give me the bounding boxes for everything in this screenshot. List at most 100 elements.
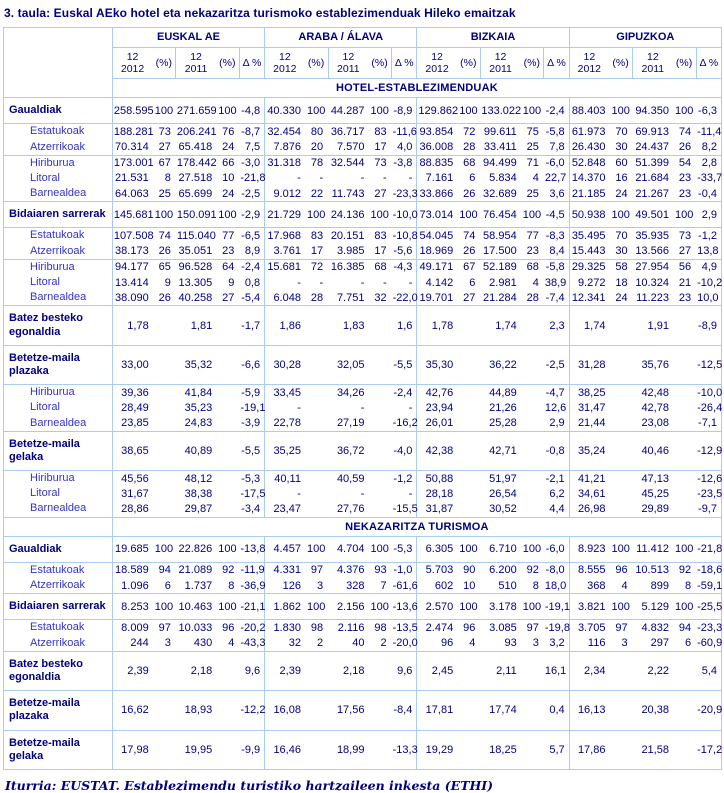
cell: 16,08 xyxy=(264,690,306,730)
cell: 188.281 xyxy=(112,123,154,140)
cell xyxy=(153,344,176,385)
cell: 2,9 xyxy=(543,415,570,432)
cell: 4.457 xyxy=(273,543,301,556)
cell: 100 xyxy=(611,104,630,117)
cell: -12,6 xyxy=(696,470,722,487)
cell: -6,5 xyxy=(239,227,266,244)
cell: 100 xyxy=(369,201,392,228)
cell: 97 xyxy=(610,619,633,636)
cell: 16,46 xyxy=(264,729,306,770)
cell: 28 xyxy=(463,141,476,154)
cell: -20,2 xyxy=(239,619,265,636)
table-row: Batez besteko egonaldia 1,78 1,81 -1,7 1,86 1… xyxy=(3,305,723,346)
cell: 47,13 xyxy=(632,470,674,487)
cell: - xyxy=(297,487,301,500)
cell: -10,0 xyxy=(696,384,722,401)
cell: 98 xyxy=(369,619,392,636)
cell: -5,3 xyxy=(239,470,266,487)
cell: 16,1 xyxy=(543,650,570,691)
cell: 6.200 xyxy=(480,561,522,578)
cell: 8,4 xyxy=(543,243,570,260)
row-label: Hiriburua xyxy=(3,154,113,171)
row-label: Barnealdea xyxy=(3,501,113,518)
cell: 24 xyxy=(222,187,235,200)
cell: 116 xyxy=(587,637,606,650)
cell: -13,3 xyxy=(391,729,418,770)
cell: 13.305 xyxy=(178,276,213,289)
cell: -5,4 xyxy=(239,290,266,306)
cell: -0,4 xyxy=(696,186,723,202)
cell: 24 xyxy=(615,187,628,200)
cell xyxy=(217,470,240,487)
cell: 17 xyxy=(374,141,387,154)
cell: 4.331 xyxy=(264,561,306,578)
cell: 3.705 xyxy=(569,619,611,636)
cell: 58 xyxy=(610,258,633,275)
cell: -13,5 xyxy=(391,619,418,636)
cell: 27,19 xyxy=(336,417,365,430)
cell xyxy=(610,344,633,385)
cell: 4,9 xyxy=(696,258,723,275)
cell: 11.223 xyxy=(636,291,669,304)
percent-label: (%) xyxy=(155,57,172,70)
cell: 35,32 xyxy=(175,344,218,385)
cell xyxy=(673,344,697,385)
cell: 100 xyxy=(218,543,237,556)
row-label: Litoral xyxy=(3,400,113,416)
cell: 69.913 xyxy=(632,123,674,140)
cell: 6 xyxy=(685,637,692,650)
cell xyxy=(217,344,240,385)
cell xyxy=(521,430,544,471)
cell: -15,5 xyxy=(391,501,418,518)
statistics-table: EUSKAL AE ARABA / ÁLAVA BIZKAIA GIPUZKOA… xyxy=(3,27,722,770)
cell xyxy=(673,690,697,730)
cell: 42,78 xyxy=(641,401,669,414)
cell: 100 xyxy=(217,201,240,228)
period-label: 12 2012 xyxy=(273,51,297,76)
period-pct-pair: 12 2011 (%) xyxy=(176,48,239,78)
cell xyxy=(305,344,329,385)
cell: 21.729 xyxy=(264,201,306,228)
cell: 21.531 xyxy=(115,172,149,185)
cell: 96 xyxy=(458,619,481,636)
cell: -6,0 xyxy=(543,536,570,563)
cell xyxy=(153,430,176,471)
cell: 9,6 xyxy=(239,650,266,691)
cell: 97 xyxy=(153,619,176,636)
cell: 60 xyxy=(610,154,633,171)
cell: -5,6 xyxy=(391,243,418,260)
cell: 1,78 xyxy=(112,305,154,346)
cell xyxy=(521,470,544,487)
cell: 430 xyxy=(193,637,213,650)
row-label: Bidaiaren sarrerak xyxy=(3,201,113,228)
cell: 21.089 xyxy=(175,561,218,578)
column-subheader-row: 12 2012 (%) 12 2011 (%) Δ % 12 2012 (%) xyxy=(4,47,723,80)
cell: 3,6 xyxy=(543,186,570,202)
cell: -2,1 xyxy=(543,470,570,487)
cell: 26,54 xyxy=(489,487,517,500)
cell: 21,58 xyxy=(632,729,674,770)
cell: 10.513 xyxy=(632,561,674,578)
cell: 96.528 xyxy=(175,258,218,275)
cell: 42,48 xyxy=(632,384,674,401)
cell: 50.938 xyxy=(569,201,611,228)
cell: 54.045 xyxy=(416,227,459,244)
cell xyxy=(306,400,328,415)
cell: 30,28 xyxy=(264,344,306,385)
percent-label: (%) xyxy=(307,57,325,70)
cell: 24.136 xyxy=(328,201,370,228)
table-row: Litoral 31,67 38,38 -17,5- - -28,18 26,54 6,2 34… xyxy=(3,486,722,502)
cell xyxy=(522,400,544,415)
cell: 72 xyxy=(305,258,329,275)
cell: 35,76 xyxy=(632,344,674,385)
cell: 32,05 xyxy=(328,344,370,385)
cell: 51,97 xyxy=(480,470,522,487)
cell: 17,98 xyxy=(112,729,154,770)
cell: - xyxy=(382,172,387,185)
cell: 100 xyxy=(306,104,326,117)
col-header-delta: Δ % xyxy=(239,47,266,80)
cell: 42,71 xyxy=(480,430,522,471)
cell: 100 xyxy=(459,543,478,556)
cell: 23 xyxy=(526,245,539,258)
cell: 258.595 xyxy=(113,104,154,117)
